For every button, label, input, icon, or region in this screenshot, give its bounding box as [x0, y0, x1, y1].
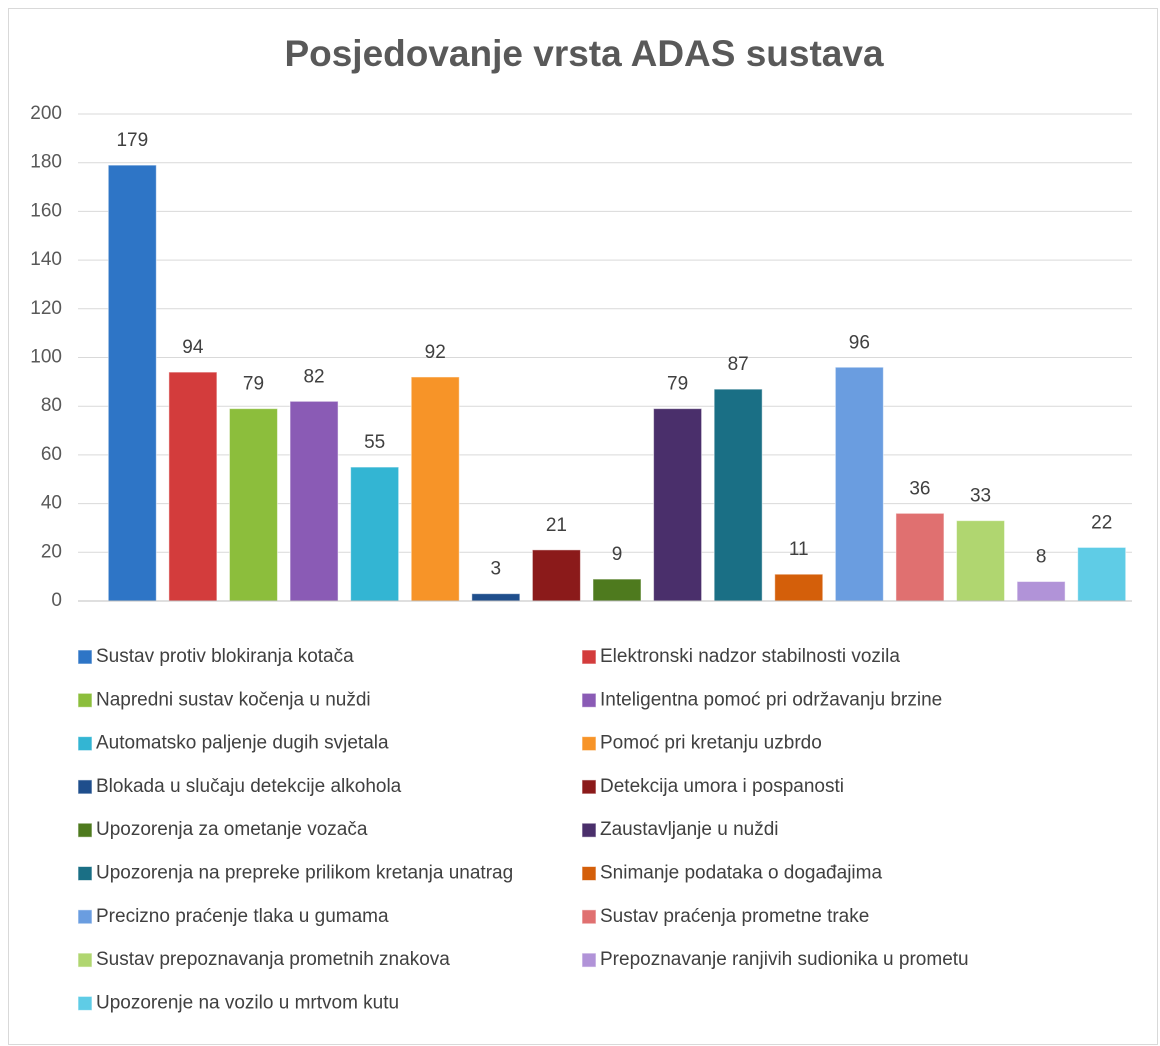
legend-swatch — [581, 909, 597, 925]
data-label: 22 — [1091, 512, 1112, 533]
y-tick-label: 160 — [30, 200, 62, 221]
data-label: 79 — [243, 374, 264, 395]
legend-swatch — [77, 909, 93, 925]
legend-label: Pomoć pri kretanju uzbrdo — [600, 733, 822, 754]
data-label: 21 — [546, 515, 567, 536]
legend-swatch — [77, 649, 93, 665]
y-tick-label: 80 — [41, 395, 62, 416]
legend-swatch — [581, 866, 597, 881]
bar — [107, 164, 157, 602]
y-tick-label: 120 — [30, 298, 62, 319]
data-label: 179 — [116, 130, 148, 151]
bar — [471, 593, 521, 602]
y-tick-label: 60 — [41, 444, 62, 465]
data-label: 87 — [728, 354, 749, 375]
legend-label: Prepoznavanje ranjivih sudionika u prome… — [600, 949, 969, 970]
data-label: 96 — [849, 332, 870, 353]
legend-swatch — [77, 736, 93, 752]
data-label: 82 — [303, 366, 324, 387]
y-tick-label: 200 — [30, 103, 62, 124]
legend-label: Elektronski nadzor stabilnosti vozila — [600, 646, 900, 667]
legend-label: Napredni sustav kočenja u nuždi — [96, 689, 371, 710]
bar — [531, 549, 581, 602]
data-label: 11 — [789, 539, 809, 560]
bar — [895, 512, 945, 602]
chart-title: Posjedovanje vrsta ADAS sustava — [284, 33, 884, 74]
bar — [653, 408, 703, 602]
data-label: 79 — [667, 374, 688, 395]
legend-swatch — [77, 952, 93, 968]
bar — [350, 466, 400, 602]
data-label: 3 — [491, 559, 502, 580]
legend-label: Zaustavljanje u nuždi — [600, 819, 779, 840]
legend-swatch — [77, 779, 93, 795]
legend-label: Upozorenja na prepreke prilikom kretanja… — [96, 863, 513, 884]
bar — [834, 366, 884, 602]
y-tick-label: 40 — [41, 493, 62, 514]
data-label: 8 — [1036, 547, 1047, 568]
legend-swatch — [77, 995, 93, 1011]
legend-swatch — [581, 952, 597, 968]
legend-swatch — [581, 822, 597, 838]
y-tick-label: 180 — [30, 152, 62, 173]
data-label: 94 — [182, 337, 204, 358]
legend-label: Precizno praćenje tlaka u gumama — [96, 906, 389, 927]
legend-swatch — [581, 779, 597, 795]
legend-swatch — [581, 736, 597, 752]
data-label: 33 — [970, 486, 991, 507]
legend-label: Snimanje podataka o događajima — [600, 863, 882, 884]
data-label: 92 — [425, 342, 446, 363]
bar — [1077, 546, 1127, 602]
legend-label: Sustav praćenja prometne trake — [600, 906, 869, 927]
legend-swatch — [77, 822, 93, 838]
legend-swatch — [581, 649, 597, 665]
bar — [168, 371, 218, 602]
legend-label: Upozorenje na vozilo u mrtvom kutu — [96, 992, 399, 1013]
legend-label: Upozorenja za ometanje vozača — [96, 819, 368, 840]
data-label: 9 — [612, 544, 623, 565]
bar — [956, 520, 1006, 602]
legend-swatch — [77, 692, 93, 708]
bar — [592, 578, 642, 602]
y-tick-label: 140 — [30, 249, 62, 270]
data-label: 36 — [909, 478, 930, 499]
legend-label: Sustav protiv blokiranja kotača — [96, 646, 354, 667]
y-tick-label: 0 — [51, 590, 62, 611]
bar — [1016, 581, 1066, 602]
legend-label: Inteligentna pomoć pri održavanju brzine — [600, 689, 942, 710]
legend-label: Detekcija umora i pospanosti — [600, 776, 844, 797]
legend-swatch — [77, 866, 93, 881]
legend-label: Sustav prepoznavanja prometnih znakova — [96, 949, 450, 970]
bar — [774, 573, 824, 602]
data-label: 55 — [364, 432, 385, 453]
legend-label: Automatsko paljenje dugih svjetala — [96, 733, 389, 754]
bar — [228, 408, 278, 602]
y-tick-label: 100 — [30, 347, 62, 368]
bar — [410, 376, 460, 602]
legend-label: Blokada u slučaju detekcije alkohola — [96, 776, 402, 797]
legend-swatch — [581, 692, 597, 708]
y-tick-label: 20 — [41, 541, 62, 562]
bar — [289, 400, 339, 602]
bar — [713, 388, 763, 602]
